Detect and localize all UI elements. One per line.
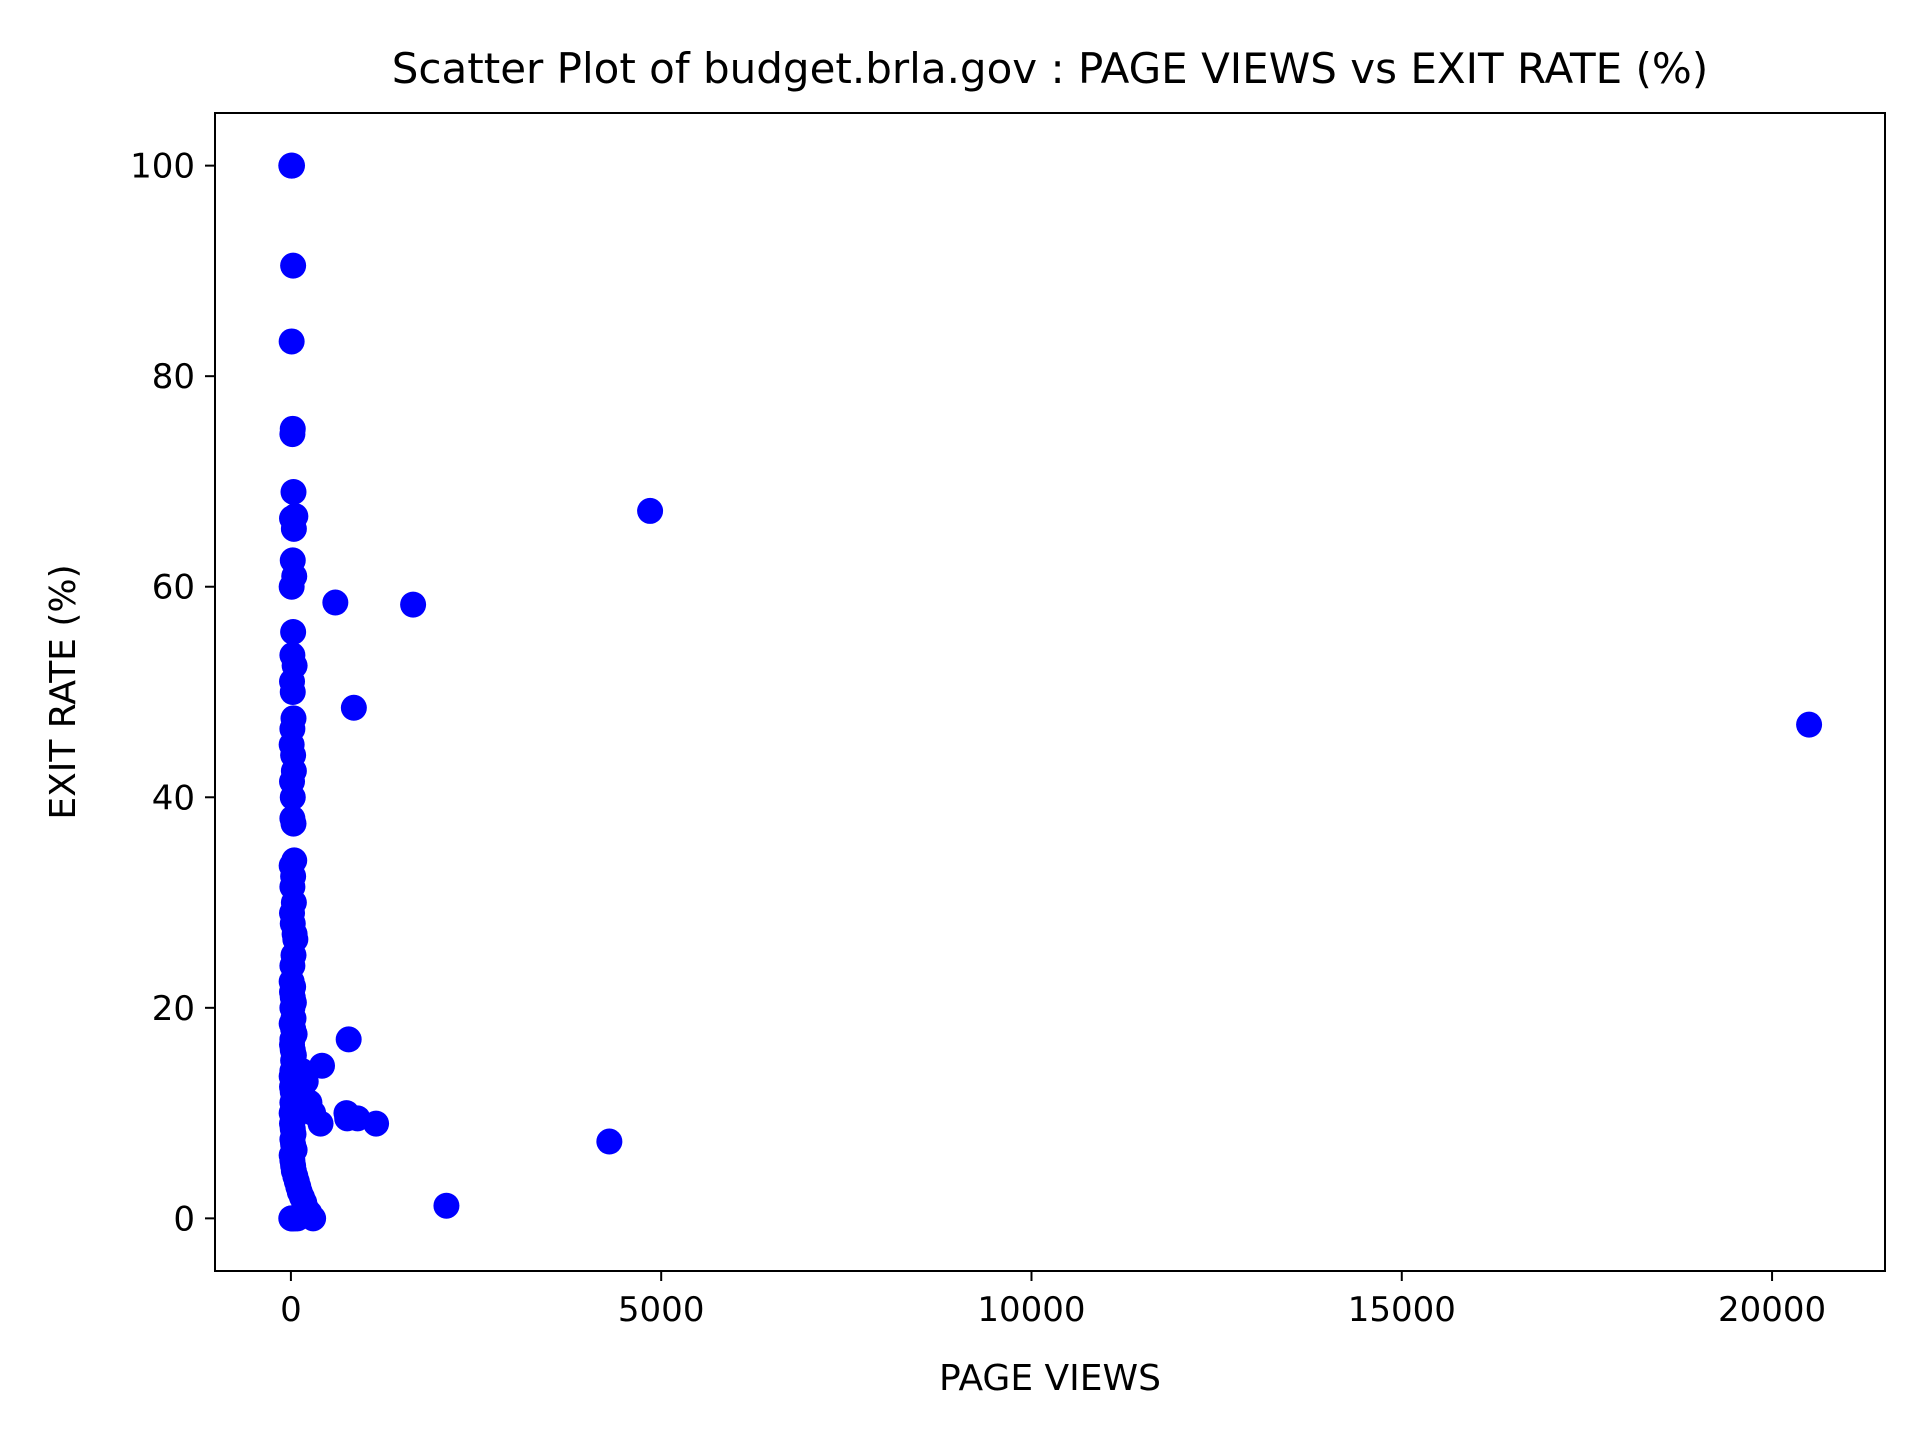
scatter-point <box>340 694 367 721</box>
y-tick-label: 100 <box>130 147 195 187</box>
scatter-point <box>280 515 307 542</box>
scatter-point <box>309 1052 336 1079</box>
scatter-point <box>278 573 305 600</box>
scatter-point <box>280 252 307 279</box>
scatter-point <box>1796 711 1823 738</box>
scatter-point <box>279 421 306 448</box>
scatter-point <box>292 1068 319 1095</box>
scatter-point <box>284 1205 311 1232</box>
x-tick-label: 10000 <box>977 1290 1085 1330</box>
scatter-point <box>335 1026 362 1053</box>
scatter-point <box>280 810 307 837</box>
x-axis-ticks: 0 5000 10000 15000 20000 <box>280 1271 1826 1330</box>
scatter-point <box>279 152 306 179</box>
scatter-point <box>363 1110 390 1137</box>
y-tick-label: 60 <box>152 568 195 608</box>
plot-frame <box>214 112 1886 1272</box>
x-axis-label: PAGE VIEWS <box>939 1358 1161 1399</box>
x-tick-label: 0 <box>280 1290 302 1330</box>
y-tick-label: 40 <box>152 778 195 818</box>
scatter-point <box>637 497 664 524</box>
chart-title: Scatter Plot of budget.brla.gov : PAGE V… <box>392 44 1708 93</box>
y-axis-ticks: 0 20 40 60 80 100 <box>130 147 215 1239</box>
scatter-point <box>596 1128 623 1155</box>
scatter-point <box>400 591 427 618</box>
data-points <box>278 152 1823 1232</box>
scatter-point <box>280 478 307 505</box>
x-tick-label: 20000 <box>1718 1290 1826 1330</box>
scatter-point <box>278 328 305 355</box>
scatter-point <box>280 618 307 645</box>
scatter-point <box>307 1110 334 1137</box>
x-tick-label: 15000 <box>1348 1290 1456 1330</box>
y-tick-label: 0 <box>173 1199 195 1239</box>
y-tick-label: 80 <box>152 357 195 397</box>
scatter-point <box>279 784 306 811</box>
scatter-point <box>433 1192 460 1219</box>
y-axis-label: EXIT RATE (%) <box>43 564 84 819</box>
x-tick-label: 5000 <box>618 1290 705 1330</box>
scatter-point <box>279 679 306 705</box>
scatter-point <box>322 589 349 616</box>
y-tick-label: 20 <box>152 989 195 1029</box>
